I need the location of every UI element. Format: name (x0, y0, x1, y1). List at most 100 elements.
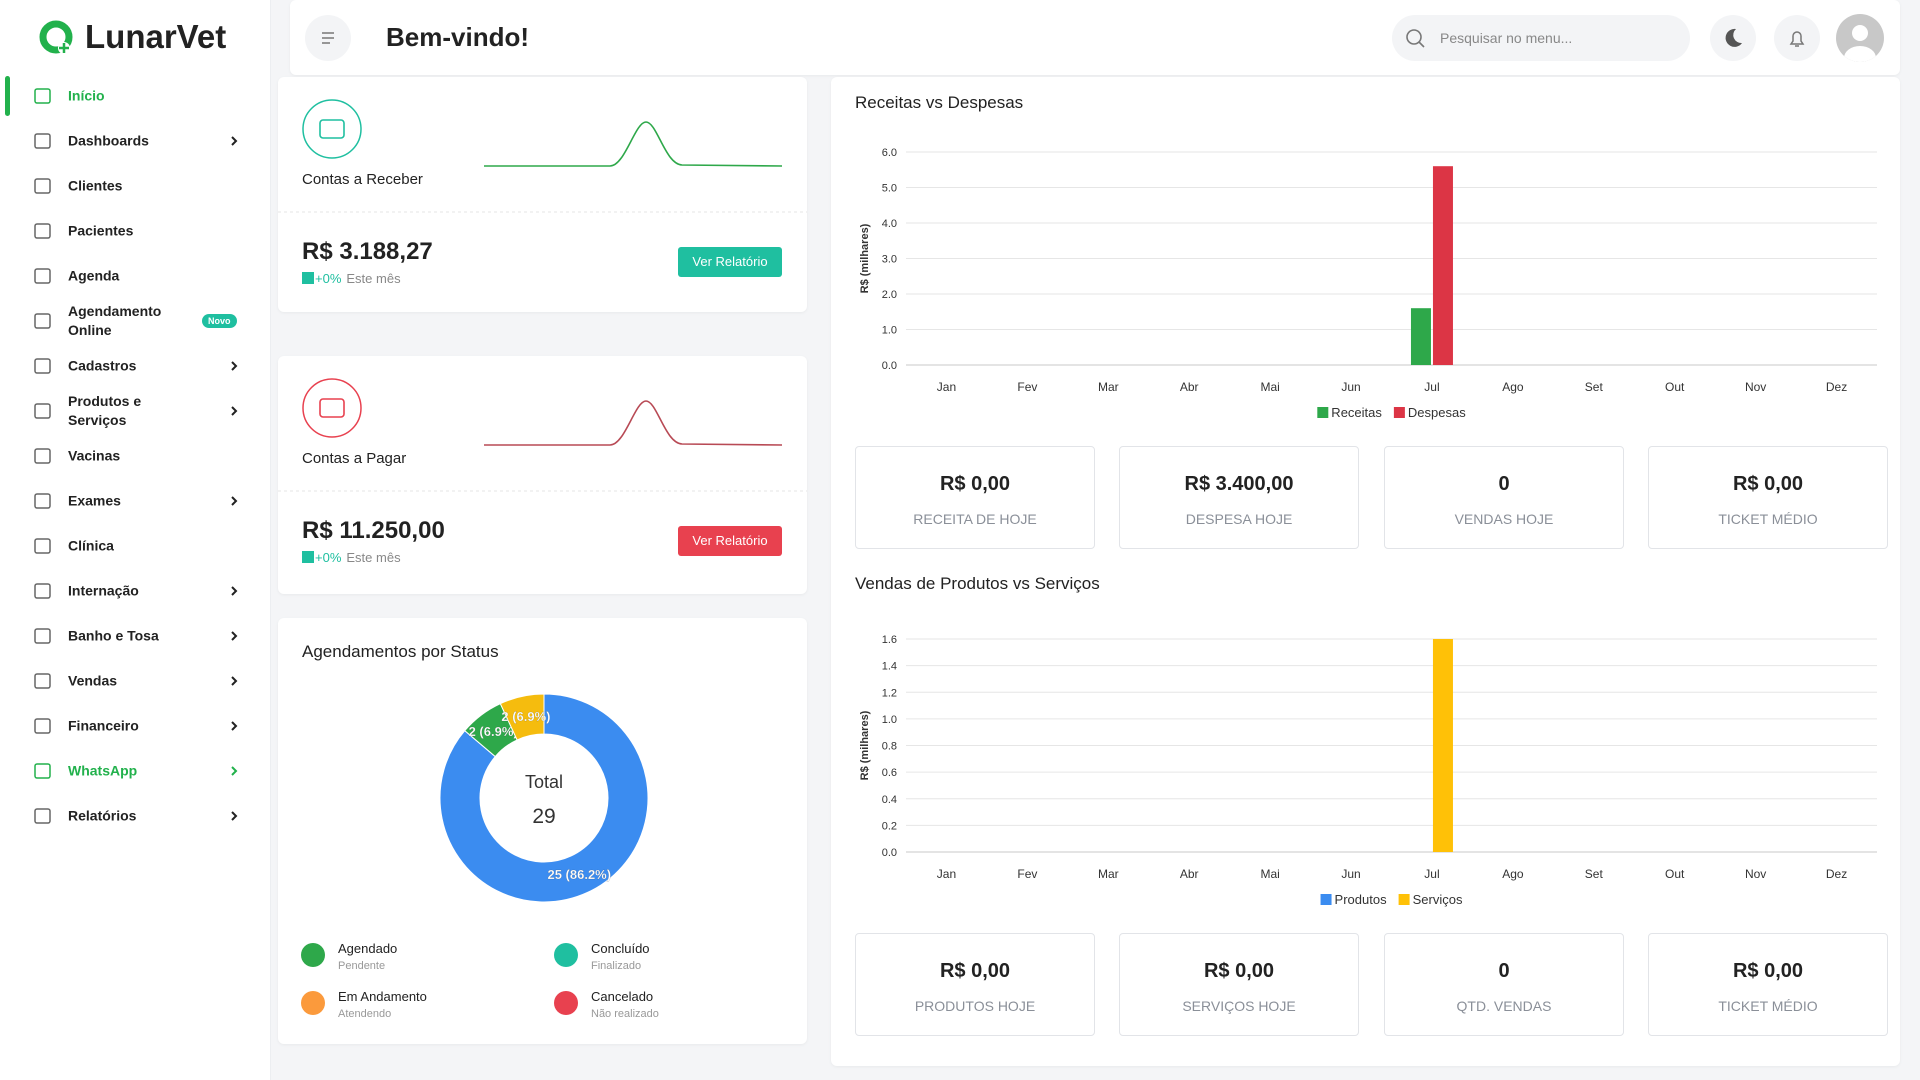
menu-label: Internação (68, 582, 139, 599)
report-button[interactable] (678, 526, 782, 556)
menu-item[interactable]: Início (0, 76, 270, 116)
menu-label: Dashboards (68, 132, 149, 149)
legend-swatch (1398, 894, 1410, 905)
x-tick-label: Dez (1826, 867, 1847, 881)
x-tick-label: Set (1585, 867, 1604, 881)
y-tick-label: 3.0 (882, 254, 897, 266)
menu-item[interactable]: WhatsApp (0, 751, 270, 791)
x-tick-label: Jul (1424, 867, 1439, 881)
legend-sub: Atendendo (338, 1008, 391, 1020)
notifications[interactable] (1774, 15, 1820, 61)
menu-label: Relatórios (68, 807, 137, 824)
x-tick-label: Mar (1098, 380, 1119, 394)
menu-item[interactable]: Clínica (0, 526, 270, 566)
menu-item[interactable]: Agendamento Online Novo (0, 301, 270, 341)
theme-toggle[interactable] (1710, 15, 1756, 61)
menu-icon (34, 538, 51, 554)
menu-label: Produtos e Serviços (68, 393, 142, 428)
account-icon-glyph (319, 119, 345, 139)
menu-item[interactable]: Vendas (0, 661, 270, 701)
legend-swatch (1393, 407, 1405, 418)
legend-swatch (1317, 407, 1329, 418)
x-tick-label: Fev (1017, 380, 1037, 394)
menu-icon (34, 223, 51, 239)
y-tick-label: 0.2 (882, 820, 897, 832)
menu-item[interactable]: Vacinas (0, 436, 270, 476)
search-box[interactable]: Pesquisar no menu... (1392, 15, 1690, 61)
x-tick-label: Jan (937, 380, 956, 394)
chevron (231, 676, 238, 686)
avatar[interactable] (1836, 14, 1884, 62)
bar (1432, 639, 1453, 852)
y-tick-label: 0.6 (882, 767, 897, 779)
menu-icon (34, 493, 51, 509)
menu-icon (34, 718, 51, 734)
menu-icon (34, 313, 51, 329)
account-title: Contas a Receber (302, 171, 423, 188)
report-button[interactable] (678, 247, 782, 277)
menu-item[interactable]: Financeiro (0, 706, 270, 746)
report-button-label[interactable]: Ver Relatório (692, 533, 767, 548)
chevron-path (231, 766, 238, 776)
x-tick-label: Abr (1180, 867, 1199, 881)
chart-title: Agendamentos por Status (302, 642, 499, 661)
icon-shape (34, 178, 51, 194)
icon-shape (34, 493, 51, 509)
menu-item[interactable]: Relatórios (0, 796, 270, 836)
chevron (231, 811, 238, 821)
menu-badge: Novo (202, 314, 237, 328)
legend-sub: Não realizado (591, 1008, 659, 1020)
menu-item[interactable]: Internação (0, 571, 270, 611)
y-tick-label: 0.8 (882, 741, 897, 753)
menu-toggle[interactable] (305, 15, 351, 61)
chevron (231, 586, 238, 596)
change-swatch (302, 272, 314, 284)
chevron (231, 136, 238, 146)
menu-item[interactable]: Clientes (0, 166, 270, 206)
legend-dot (554, 991, 578, 1015)
menu-item[interactable]: Banho e Tosa (0, 616, 270, 656)
header: Bem-vindo! Pesquisar no menu... (290, 0, 1900, 75)
legend-sub: Pendente (338, 960, 385, 972)
charts-card (831, 77, 1900, 1066)
menu-label: Agendamento Online (68, 303, 162, 338)
menu-item[interactable]: Cadastros (0, 346, 270, 386)
x-tick-label: Mai (1260, 380, 1279, 394)
active-indicator (5, 76, 10, 116)
menu-icon (34, 268, 51, 284)
menu-item[interactable]: Dashboards (0, 121, 270, 161)
bar (1432, 166, 1453, 365)
menu-item[interactable]: Produtos e Serviços (0, 391, 270, 431)
chevron-path (231, 811, 238, 821)
menu-label: Vendas (68, 672, 118, 689)
chevron-path (231, 136, 238, 146)
y-axis-label: R$ (milhares) (859, 710, 871, 780)
y-tick-label: 1.4 (882, 661, 897, 673)
menu-item[interactable]: Agenda (0, 256, 270, 296)
y-tick-label: 1.0 (882, 325, 897, 337)
report-button-label[interactable]: Ver Relatório (692, 254, 767, 269)
menu-icon (34, 763, 51, 779)
account-amount: R$ 3.188,27 (302, 238, 433, 265)
y-tick-label: 4.0 (882, 218, 897, 230)
y-tick-label: 2.0 (882, 289, 897, 301)
y-axis-label: R$ (milhares) (859, 223, 871, 293)
menu-label: Clientes (68, 177, 123, 194)
chevron-path (231, 496, 238, 506)
menu-item[interactable]: Exames (0, 481, 270, 521)
x-tick-label: Jul (1424, 380, 1439, 394)
legend-dot (301, 991, 325, 1015)
legend-label: Receitas (1331, 405, 1382, 420)
account-period: Este mês (346, 271, 401, 286)
x-tick-label: Dez (1826, 380, 1847, 394)
menu-icon (34, 673, 51, 689)
menu-icon (34, 403, 51, 419)
legend-name: Agendado (338, 941, 397, 956)
y-tick-label: 1.2 (882, 687, 897, 699)
icon-shape (34, 538, 51, 554)
icon-shape (34, 628, 51, 644)
menu-item[interactable]: Pacientes (0, 211, 270, 251)
x-tick-label: Nov (1745, 867, 1766, 881)
menu-label: Banho e Tosa (68, 627, 159, 644)
